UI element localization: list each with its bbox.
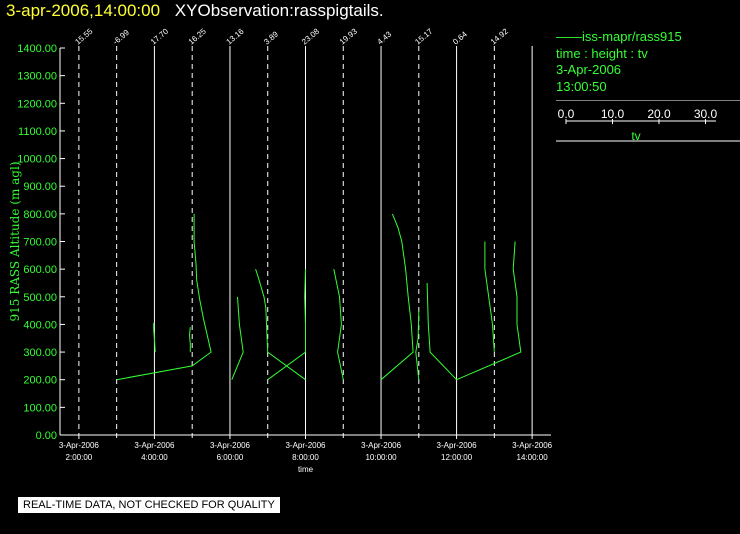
legend-subtitle: time : height : tv (556, 45, 648, 61)
y-tick-label: 700.00 (23, 237, 57, 249)
quality-disclaimer: REAL-TIME DATA, NOT CHECKED FOR QUALITY (18, 497, 280, 513)
x-tick-label-date: 3-Apr-2006 (59, 441, 100, 450)
x-tick-label-date: 3-Apr-2006 (361, 441, 402, 450)
profile-value-label: 3.89 (262, 29, 280, 46)
data-trace-segment (415, 310, 420, 380)
data-trace-segment (188, 327, 191, 353)
legend-date: 3-Apr-2006 (556, 62, 622, 77)
legend-series-label: iss-mapr/rass915 (582, 29, 682, 44)
x-tick-label-date: 3-Apr-2006 (512, 441, 553, 450)
y-axis-label: 915 RASS Altitude (m agl) (8, 161, 22, 321)
data-trace-segment (116, 213, 212, 381)
data-trace-segment (153, 323, 156, 353)
data-trace-segment (333, 268, 344, 380)
legend-line-swatch: —— (556, 29, 582, 44)
profile-value-label: 16.25 (187, 26, 209, 46)
title-row: 3-apr-2006,14:00:00 XYObservation:rasspi… (6, 1, 384, 21)
tv-axis-label: tv (631, 129, 640, 143)
y-tick-label: 300.00 (23, 347, 57, 359)
y-tick-label: 1400.00 (17, 43, 57, 55)
tv-tick-label: 10.0 (601, 107, 625, 121)
profile-value-label: 15.55 (73, 26, 95, 46)
x-axis-label: time (298, 465, 314, 474)
data-trace-segment (380, 213, 414, 381)
y-tick-label: 500.00 (23, 292, 57, 304)
data-trace-segment (231, 296, 244, 380)
data-trace-segment (426, 241, 522, 381)
x-tick-label-date: 3-Apr-2006 (285, 441, 326, 450)
x-tick-label-time: 6:00:00 (217, 453, 244, 462)
legend-series: ——iss-mapr/rass915 (556, 29, 740, 46)
y-tick-label: 1100.00 (18, 126, 57, 138)
y-tick-label: 1300.00 (17, 71, 57, 83)
y-tick-label: 1000.00 (17, 154, 57, 166)
x-tick-label-time: 8:00:00 (292, 453, 319, 462)
profile-value-label: 23.08 (300, 26, 322, 46)
legend: ——iss-mapr/rass915 time : height : tv 3-… (556, 29, 740, 95)
y-tick-label: 900.00 (23, 181, 57, 193)
data-trace-segment (255, 268, 306, 381)
tv-tick-label: 30.0 (694, 107, 718, 121)
y-tick-label: 1200.00 (17, 98, 57, 110)
tv-color-axis: 0.0 10.0 20.0 30.0 tv (556, 100, 740, 143)
x-tick-label-time: 2:00:00 (66, 453, 93, 462)
title-main: XYObservation:rasspigtails. (174, 1, 384, 20)
y-tick-label: 200.00 (23, 375, 57, 387)
profile-value-label: -6.99 (111, 28, 131, 47)
x-tick-label-time: 10:00:00 (365, 453, 397, 462)
profile-value-label: 13.16 (224, 26, 246, 46)
x-tick-label-date: 3-Apr-2006 (210, 441, 251, 450)
profile-value-label: 0.64 (451, 29, 469, 46)
y-tick-label: 600.00 (23, 264, 57, 276)
data-trace-segment (267, 269, 306, 381)
profile-value-label: 15.17 (413, 26, 435, 46)
legend-time: 13:00:50 (556, 78, 607, 94)
data-trace-segment (484, 241, 495, 353)
tv-tick-label: 0.0 (558, 107, 575, 121)
y-tick-label: 100.00 (23, 402, 57, 414)
x-tick-label-time: 4:00:00 (141, 453, 168, 462)
x-tick-label-time: 14:00:00 (517, 453, 549, 462)
profile-value-label: 14.92 (489, 26, 511, 46)
profile-value-label: 19.93 (338, 26, 360, 46)
y-tick-label: 0.00 (36, 430, 57, 442)
x-tick-label-date: 3-Apr-2006 (437, 441, 478, 450)
y-tick-label: 800.00 (23, 209, 57, 221)
profile-value-label: 17.70 (149, 26, 171, 46)
y-tick-label: 400.00 (23, 319, 57, 331)
x-tick-label-time: 12:00:00 (441, 453, 473, 462)
profile-value-label: 4.43 (376, 29, 394, 46)
tv-tick-label: 20.0 (647, 107, 671, 121)
title-date: 3-apr-2006,14:00:00 (6, 1, 161, 20)
x-tick-label-date: 3-Apr-2006 (134, 441, 175, 450)
